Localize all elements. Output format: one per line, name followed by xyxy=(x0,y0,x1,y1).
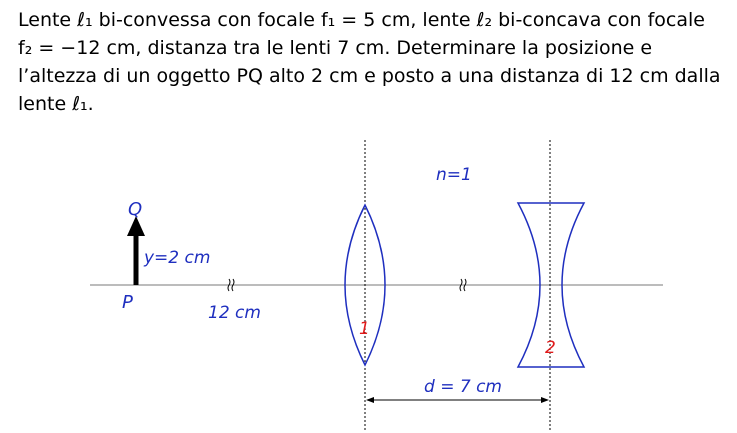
problem-line-1: Lente ℓ₁ bi-convessa con focale f₁ = 5 c… xyxy=(18,9,705,31)
label-lens2-number: 2 xyxy=(545,338,556,358)
axis-break-mark-left xyxy=(227,278,235,292)
problem-line-4: lente ℓ₁. xyxy=(18,93,94,115)
label-q: Q xyxy=(128,199,142,220)
axis-break-mark-right xyxy=(459,278,467,292)
problem-line-2: f₂ = −12 cm, distanza tra le lenti 7 cm.… xyxy=(18,37,653,59)
label-p: P xyxy=(122,292,133,313)
label-object-height: y=2 cm xyxy=(143,248,210,268)
label-lens1-number: 1 xyxy=(359,319,370,339)
label-lens-separation: d = 7 cm xyxy=(424,377,502,397)
problem-statement: Lente ℓ₁ bi-convessa con focale f₁ = 5 c… xyxy=(18,6,730,118)
separation-arrow-head-right xyxy=(541,397,549,403)
label-refractive-index: n=1 xyxy=(436,165,472,185)
problem-line-3: l’altezza di un oggetto PQ alto 2 cm e p… xyxy=(18,65,721,87)
lens2-biconcave xyxy=(516,202,586,368)
lens1-biconvex xyxy=(344,203,386,367)
object-arrow-head xyxy=(127,216,145,236)
label-object-distance: 12 cm xyxy=(208,303,261,323)
separation-arrow-head-left xyxy=(366,397,374,403)
